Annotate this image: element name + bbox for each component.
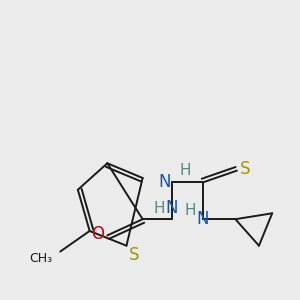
Text: S: S (129, 245, 139, 263)
Text: H: H (180, 163, 191, 178)
Text: S: S (240, 160, 250, 178)
Text: H: H (185, 203, 197, 218)
Text: H: H (153, 200, 165, 215)
Text: N: N (158, 173, 171, 191)
Text: O: O (92, 225, 104, 243)
Text: N: N (166, 199, 178, 217)
Text: CH₃: CH₃ (30, 252, 53, 266)
Text: N: N (197, 210, 209, 228)
